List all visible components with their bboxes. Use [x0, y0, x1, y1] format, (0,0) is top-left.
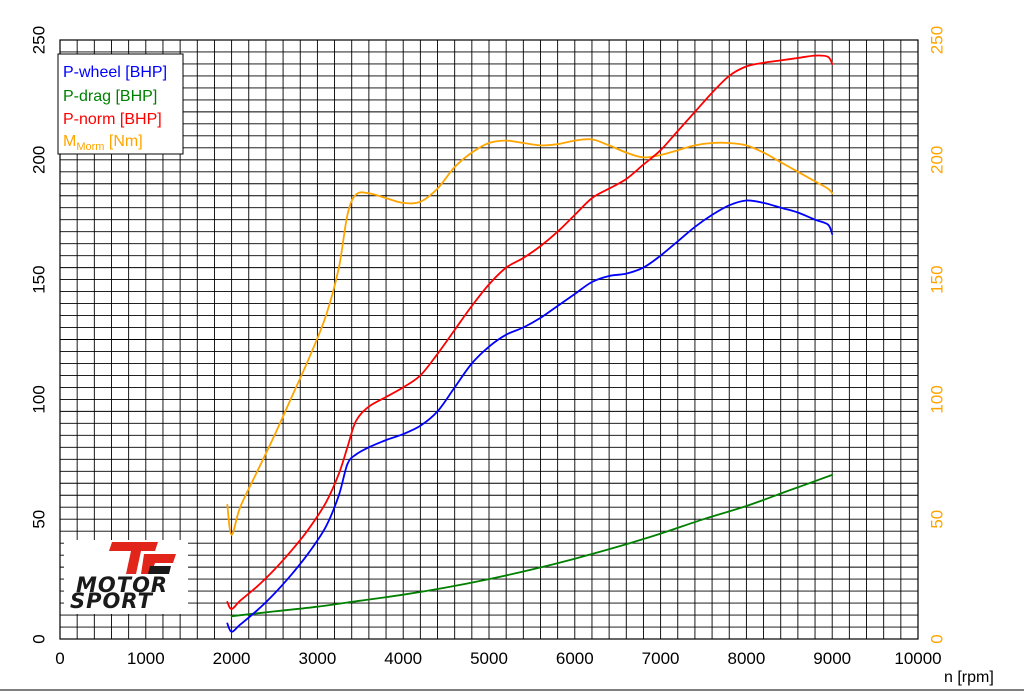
- x-axis-label: n [rpm]: [944, 669, 994, 686]
- right-tick-label: 250: [927, 26, 946, 54]
- left-tick-label: 200: [29, 146, 48, 174]
- plot-frame: [0, 39, 1024, 691]
- series-line-p-drag-bhp: [230, 474, 834, 618]
- logo-text-motor: MOTOR: [76, 573, 168, 597]
- x-tick-label: 8000: [727, 649, 765, 668]
- legend-entry-m-sub: Morm: [76, 141, 104, 153]
- x-tick-label: 1000: [127, 649, 165, 668]
- legend: P-wheel [BHP] P-drag [BHP] P-norm [BHP] …: [57, 53, 184, 155]
- motorsport-logo: MOTOR SPORT: [64, 540, 188, 614]
- x-tick-label: 3000: [298, 649, 336, 668]
- logo-background: [64, 540, 188, 614]
- logo-text-sport: SPORT: [70, 589, 154, 613]
- legend-box: [57, 53, 184, 155]
- series-line-p-wheel-bhp: [226, 199, 834, 633]
- right-tick-label: 0: [927, 634, 946, 643]
- plot-area-border: [59, 39, 919, 640]
- legend-entry-m-unit: [Nm]: [104, 133, 142, 150]
- left-tick-label: 100: [29, 385, 48, 413]
- left-tick-label: 0: [29, 634, 48, 643]
- legend-entry-p-norm: P-norm [BHP]: [63, 111, 162, 128]
- x-tick-label: 2000: [213, 649, 251, 668]
- x-tick-label: 5000: [470, 649, 508, 668]
- x-tick-label: 4000: [384, 649, 422, 668]
- x-axis-ticks: 0 1000 2000 3000 4000 5000 6000 7000 8000 9000 100…: [55, 649, 941, 668]
- legend-entry-p-drag: P-drag [BHP]: [63, 88, 157, 105]
- left-tick-label: 150: [29, 265, 48, 293]
- logo-emblem-icon: [109, 542, 176, 574]
- legend-entry-p-wheel: P-wheel [BHP]: [63, 64, 167, 81]
- x-tick-label: 0: [55, 649, 64, 668]
- series-layer: [226, 54, 834, 633]
- right-tick-label: 100: [927, 385, 946, 413]
- right-axis-ticks: 0 50 100 150 200 250: [927, 26, 946, 644]
- legend-entry-m-morm: MMorm [Nm]: [63, 133, 143, 153]
- right-tick-label: 150: [927, 265, 946, 293]
- left-tick-label: 250: [29, 26, 48, 54]
- series-line-m-morm-nm: [226, 138, 834, 536]
- right-tick-label: 200: [927, 146, 946, 174]
- left-tick-label: 50: [29, 510, 48, 529]
- x-tick-label: 9000: [813, 649, 851, 668]
- x-tick-label: 6000: [556, 649, 594, 668]
- left-axis-ticks: 0 50 100 150 200 250: [29, 26, 48, 644]
- x-tick-label: 10000: [894, 649, 941, 668]
- series-line-p-norm-bhp: [226, 54, 834, 610]
- right-tick-label: 50: [927, 510, 946, 529]
- x-tick-label: 7000: [642, 649, 680, 668]
- legend-entry-m-main: M: [63, 133, 76, 150]
